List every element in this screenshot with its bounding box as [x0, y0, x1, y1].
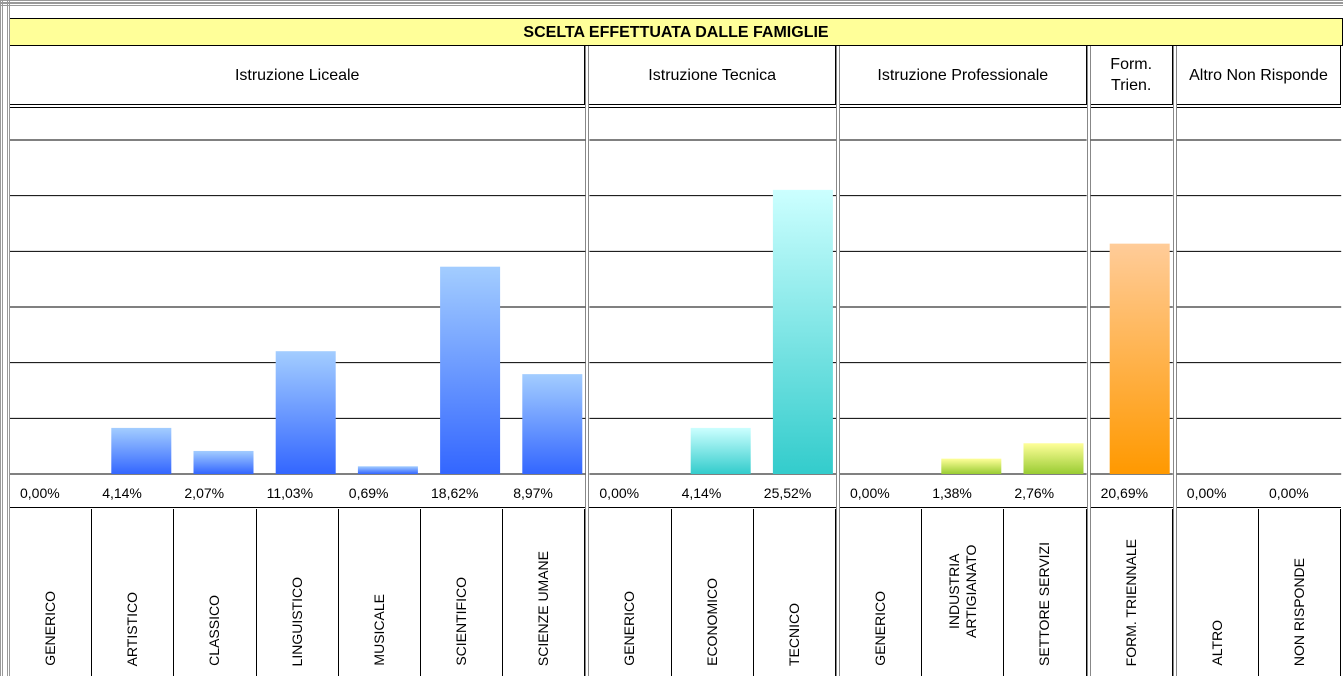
value-label: 0,00% — [850, 485, 890, 501]
value-row-line — [589, 507, 836, 508]
value-label: 4,14% — [102, 485, 142, 501]
bar — [111, 427, 172, 474]
group-header: Form. Trien. — [1090, 46, 1173, 105]
value-label: 1,38% — [932, 485, 972, 501]
value-row-line — [10, 507, 586, 508]
bar — [522, 374, 583, 474]
group-separator — [1086, 46, 1091, 676]
title: SCELTA EFFETTUATA DALLE FAMIGLIE — [10, 18, 1343, 46]
value-row-line — [840, 507, 1087, 508]
group-header: Istruzione Liceale — [10, 46, 586, 105]
value-label: 4,14% — [681, 485, 722, 501]
bar — [690, 427, 751, 474]
bar — [1023, 443, 1084, 474]
value-label: 0,00% — [20, 485, 60, 501]
bar — [440, 266, 501, 474]
category-label: GENERICO — [589, 509, 672, 676]
value-label: 18,62% — [431, 485, 479, 501]
group-separator — [1172, 46, 1177, 676]
chart-frame — [589, 107, 836, 479]
bar — [941, 458, 1002, 474]
bar — [357, 466, 418, 474]
value-label: 0,00% — [599, 485, 640, 501]
category-label: CLASSICO — [174, 509, 257, 676]
value-row-line — [1176, 507, 1342, 508]
category-label: GENERICO — [840, 509, 923, 676]
chart-frame — [1176, 107, 1342, 479]
category-label: SCIENZE UMANE — [503, 509, 586, 676]
bar — [275, 351, 336, 474]
value-row-line — [1090, 507, 1173, 508]
category-label: INDUSTRIA ARTIGIANATO — [922, 509, 1005, 676]
bar — [1109, 243, 1170, 474]
chart-frame — [1090, 107, 1173, 479]
category-label: ARTISTICO — [92, 509, 175, 676]
value-label: 2,07% — [184, 485, 225, 501]
value-label: 0,00% — [1186, 485, 1227, 501]
chart-frame — [840, 107, 1087, 479]
category-label: ALTRO — [1177, 509, 1259, 676]
value-label: 0,00% — [1269, 485, 1309, 501]
category-label: FORM. TRIENNALE — [1091, 509, 1173, 676]
chart-frame — [10, 107, 586, 479]
category-label: MUSICALE — [339, 509, 421, 676]
category-label: SCIENTIFICO — [421, 509, 504, 676]
value-label: 20,69% — [1100, 485, 1149, 501]
group-header: Istruzione Tecnica — [589, 46, 836, 105]
category-label: NON RISPONDE — [1259, 509, 1342, 676]
value-label: 0,69% — [348, 485, 389, 501]
group-separator — [836, 46, 840, 676]
value-label: 8,97% — [513, 485, 553, 501]
bar — [772, 189, 833, 475]
category-label: SETTORE SERVIZI — [1004, 509, 1087, 676]
category-label: ECONOMICO — [672, 509, 754, 676]
value-label: 25,52% — [763, 485, 812, 501]
top-border — [0, 0, 1343, 6]
category-label: LINGUISTICO — [257, 509, 339, 676]
group-separator — [585, 46, 590, 676]
category-label: GENERICO — [10, 509, 93, 676]
group-header: Altro Non Risponde — [1176, 46, 1342, 105]
category-label: TECNICO — [754, 509, 836, 676]
bar — [193, 450, 254, 474]
group-header: Istruzione Professionale — [840, 46, 1087, 105]
left-border — [0, 0, 10, 676]
value-label: 11,03% — [266, 485, 314, 501]
value-label: 2,76% — [1014, 485, 1055, 501]
